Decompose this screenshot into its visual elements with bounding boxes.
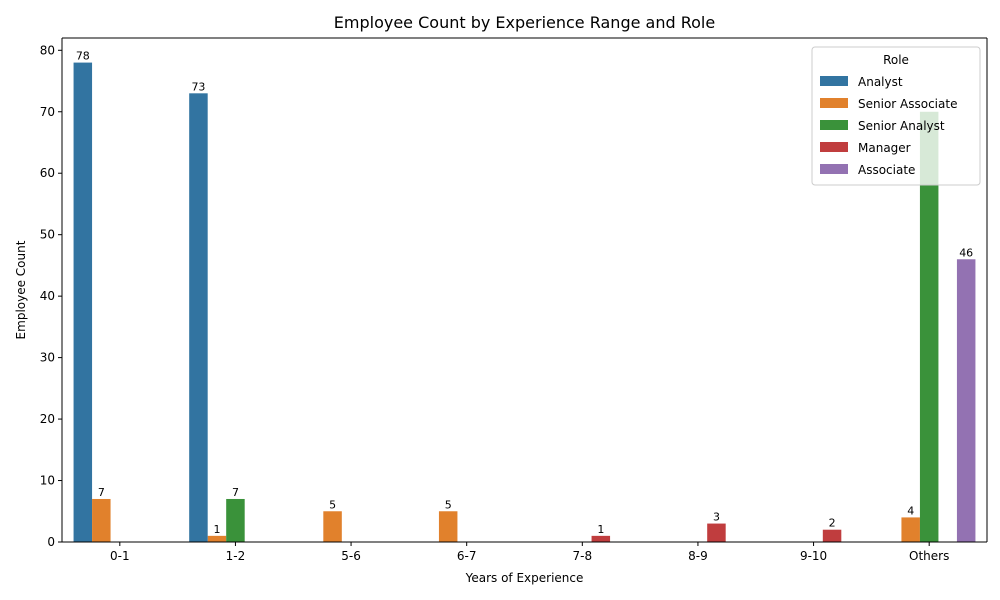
bar-manager-7-8 bbox=[591, 535, 611, 542]
legend-box bbox=[811, 46, 981, 186]
y-tick-label: 70 bbox=[40, 105, 55, 119]
bar-senior-associate-1-2 bbox=[207, 535, 227, 542]
bar-value-label: 7 bbox=[232, 486, 239, 499]
bar-senior-analyst-1-2 bbox=[226, 498, 245, 542]
bar-senior-associate-5-6 bbox=[323, 511, 342, 542]
x-tick-label: 6-7 bbox=[457, 549, 477, 563]
chart-title: Employee Count by Experience Range and R… bbox=[334, 13, 715, 32]
bar-senior-analyst-others bbox=[919, 111, 939, 542]
x-tick-label: 9-10 bbox=[800, 549, 827, 563]
y-tick-label: 50 bbox=[40, 228, 55, 242]
bar-value-label: 3 bbox=[713, 511, 720, 524]
bar-senior-associate-0-1 bbox=[92, 498, 111, 542]
bar-value-label: 46 bbox=[959, 246, 973, 259]
y-tick-label: 30 bbox=[40, 351, 55, 365]
bar-analyst-1-2 bbox=[189, 93, 208, 542]
legend-swatch bbox=[820, 142, 848, 152]
x-axis-label: Years of Experience bbox=[465, 571, 584, 585]
y-tick-label: 80 bbox=[40, 43, 55, 57]
bar-senior-associate-others bbox=[901, 517, 920, 542]
y-tick-label: 60 bbox=[40, 166, 55, 180]
y-tick-label: 10 bbox=[40, 474, 55, 488]
y-axis-label: Employee Count bbox=[14, 240, 28, 339]
legend-entry-label: Senior Associate bbox=[858, 97, 957, 111]
bar-associate-others bbox=[956, 259, 976, 542]
bar-value-label: 73 bbox=[191, 80, 205, 93]
legend-swatch bbox=[820, 164, 848, 174]
bar-value-label: 5 bbox=[445, 498, 452, 511]
x-tick-label: 0-1 bbox=[110, 549, 130, 563]
bars-group bbox=[73, 62, 976, 543]
x-tick-label: 5-6 bbox=[341, 549, 361, 563]
legend-swatch bbox=[820, 98, 848, 108]
y-tick-label: 20 bbox=[40, 412, 55, 426]
y-tick-label: 40 bbox=[40, 289, 55, 303]
x-tick-label: 8-9 bbox=[688, 549, 708, 563]
legend-entry-label: Associate bbox=[858, 163, 915, 177]
x-tick-label: 1-2 bbox=[226, 549, 246, 563]
bar-senior-associate-6-7 bbox=[438, 511, 458, 542]
axes-group: 0 10 20 30 40 50 60 70 80 0-1 1-2 5-6 6-7 7-8 8-9 9-10 O… bbox=[40, 37, 988, 563]
legend-swatch bbox=[820, 120, 848, 130]
bar-analyst-0-1 bbox=[73, 62, 93, 543]
bar-manager-8-9 bbox=[707, 523, 726, 542]
bar-value-label: 2 bbox=[829, 517, 836, 530]
bar-value-label: 7 bbox=[98, 486, 105, 499]
legend-entry-label: Analyst bbox=[858, 75, 903, 89]
x-tick-label: 7-8 bbox=[573, 549, 593, 563]
y-tick-label: 0 bbox=[47, 535, 55, 549]
bar-value-label: 1 bbox=[597, 523, 604, 536]
legend-title: Role bbox=[883, 53, 909, 67]
x-tick-label: Others bbox=[909, 549, 949, 563]
legend: Role Analyst Senior Associate Senior Analys… bbox=[811, 46, 981, 186]
legend-entry-label: Manager bbox=[858, 141, 911, 155]
legend-swatch bbox=[820, 76, 848, 86]
bar-value-label: 78 bbox=[76, 50, 90, 63]
bar-value-label: 1 bbox=[213, 523, 220, 536]
bar-manager-9-10 bbox=[822, 529, 842, 542]
bar-value-label: 5 bbox=[329, 498, 336, 511]
legend-entry-label: Senior Analyst bbox=[858, 119, 945, 133]
bar-value-label: 4 bbox=[907, 504, 914, 517]
bar-labels-group: 78 7 73 1 7 5 5 1 3 2 4 46 bbox=[76, 50, 973, 536]
